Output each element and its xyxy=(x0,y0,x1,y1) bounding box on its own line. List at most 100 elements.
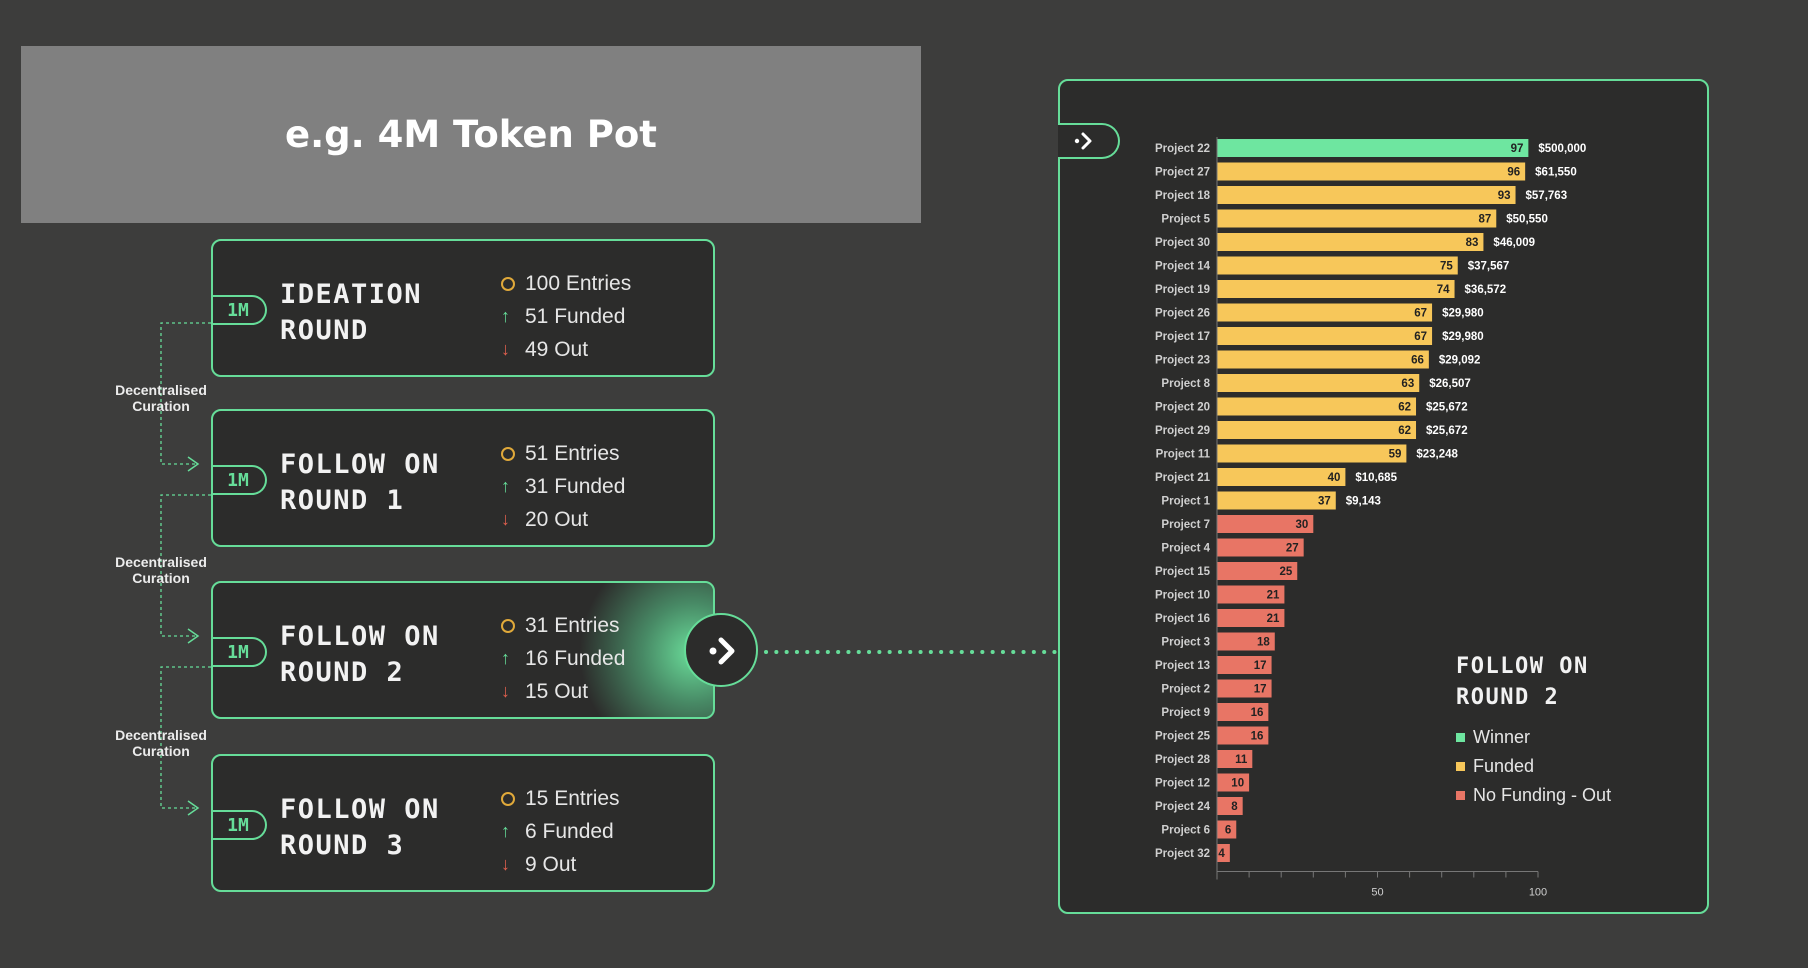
results-bar-chart: Project 22 97 $500,000 Project 27 96 $61,550 P… xyxy=(1155,137,1586,899)
bar xyxy=(1217,609,1285,627)
category-label: Project 19 xyxy=(1155,284,1210,296)
bar-value-label: 62 xyxy=(1398,402,1411,414)
bar xyxy=(1217,162,1526,181)
chart-legend: FOLLOW ON ROUND 2 Winner Funded No Fundi… xyxy=(1456,651,1656,810)
bar-value-label: 67 xyxy=(1414,308,1427,320)
category-label: Project 2 xyxy=(1161,684,1210,696)
bar xyxy=(1217,256,1458,275)
category-label: Project 1 xyxy=(1161,496,1210,508)
bar xyxy=(1217,632,1275,651)
bar-value-label: 63 xyxy=(1401,378,1414,390)
bar-value-label: 18 xyxy=(1257,637,1270,649)
bar xyxy=(1217,726,1269,745)
round-stats: 15 Entries ↑ 6 Funded ↓ 9 Out xyxy=(501,782,620,881)
bar xyxy=(1217,468,1346,486)
token-pot-banner: e.g. 4M Token Pot xyxy=(21,46,921,223)
bar xyxy=(1217,233,1484,251)
legend-title: FOLLOW ON ROUND 2 xyxy=(1456,654,1589,710)
category-label: Project 21 xyxy=(1155,472,1211,484)
category-label: Project 11 xyxy=(1156,449,1211,461)
bar-value-label: 25 xyxy=(1279,566,1292,578)
category-label: Project 24 xyxy=(1155,801,1211,813)
amount-label: $29,980 xyxy=(1442,308,1484,320)
bar-value-label: 21 xyxy=(1267,613,1280,625)
arrowhead-4 xyxy=(187,800,200,816)
round-stats: 31 Entries ↑ 16 Funded ↓ 15 Out xyxy=(501,609,625,708)
legend-item-winner: Winner xyxy=(1456,723,1656,752)
round-title-line2: ROUND 3 xyxy=(280,830,405,861)
bar xyxy=(1217,797,1243,815)
bar-value-label: 4 xyxy=(1218,848,1225,860)
bar xyxy=(1217,209,1497,228)
round-title: FOLLOW ON ROUND 3 xyxy=(280,792,480,864)
round-stats: 100 Entries ↑ 51 Funded ↓ 49 Out xyxy=(501,267,631,366)
arrow-down-icon: ↓ xyxy=(501,681,510,701)
bar xyxy=(1217,820,1237,839)
amount-label: $37,567 xyxy=(1468,261,1510,273)
bar-value-label: 93 xyxy=(1498,190,1511,202)
bar xyxy=(1217,303,1433,322)
amount-label: $57,763 xyxy=(1526,190,1568,202)
x-tick-label: 50 xyxy=(1371,887,1383,899)
amount-label: $50,550 xyxy=(1506,214,1548,226)
curation-label-3: Decentralised Curation xyxy=(115,727,207,759)
bar xyxy=(1217,515,1314,533)
bar-value-label: 87 xyxy=(1478,214,1491,226)
amount-label: $500,000 xyxy=(1538,143,1586,155)
panel-collapse-tab[interactable] xyxy=(1058,123,1120,159)
category-label: Project 20 xyxy=(1155,402,1210,414)
category-label: Project 14 xyxy=(1155,261,1211,273)
amount-label: $36,572 xyxy=(1465,284,1507,296)
bar-value-label: 16 xyxy=(1251,731,1264,743)
arrowhead-2 xyxy=(187,456,200,472)
x-tick-label: 100 xyxy=(1529,887,1547,899)
entries-stat: 31 Entries xyxy=(501,609,625,642)
expand-round-button[interactable] xyxy=(684,613,758,687)
category-label: Project 26 xyxy=(1155,308,1210,320)
amount-label: $29,092 xyxy=(1439,355,1481,367)
bar-value-label: 8 xyxy=(1231,801,1238,813)
round-card-follow-on-2[interactable]: 1M FOLLOW ON ROUND 2 31 Entries ↑ 16 Fund… xyxy=(211,581,715,719)
bar xyxy=(1217,139,1529,157)
round-card-follow-on-3[interactable]: 1M FOLLOW ON ROUND 3 15 Entries ↑ 6 Funde… xyxy=(211,754,715,892)
category-label: Project 13 xyxy=(1155,660,1210,672)
amount-label: $26,507 xyxy=(1429,378,1471,390)
pot-badge: 1M xyxy=(213,637,267,667)
pot-badge: 1M xyxy=(213,810,267,840)
category-label: Project 10 xyxy=(1155,590,1210,602)
token-pot-title: e.g. 4M Token Pot xyxy=(285,113,657,156)
category-label: Project 15 xyxy=(1155,566,1211,578)
bar xyxy=(1217,491,1336,510)
circle-icon xyxy=(501,446,515,461)
bar xyxy=(1217,656,1272,674)
circle-icon xyxy=(501,791,515,806)
bar-value-label: 62 xyxy=(1398,425,1411,437)
funded-stat: ↑ 31 Funded xyxy=(501,474,626,498)
amount-label: $25,672 xyxy=(1426,402,1468,414)
round-title-line2: ROUND xyxy=(280,315,369,346)
category-label: Project 29 xyxy=(1155,425,1210,437)
category-label: Project 9 xyxy=(1161,707,1210,719)
legend-item-out: No Funding - Out xyxy=(1456,781,1656,810)
round-title-line1: FOLLOW ON xyxy=(280,621,440,652)
round-card-ideation[interactable]: 1M IDEATION ROUND 100 Entries ↑ 51 Funded… xyxy=(211,239,715,377)
entries-stat: 100 Entries xyxy=(501,267,631,300)
arrow-up-icon: ↑ xyxy=(501,821,510,841)
round-title: FOLLOW ON ROUND 2 xyxy=(280,619,480,691)
category-label: Project 22 xyxy=(1155,143,1210,155)
bar xyxy=(1217,421,1417,439)
bar xyxy=(1217,350,1429,369)
bar xyxy=(1217,327,1433,345)
amount-label: $61,550 xyxy=(1535,167,1577,179)
category-label: Project 4 xyxy=(1161,543,1210,555)
bar xyxy=(1217,397,1417,416)
amount-label: $23,248 xyxy=(1416,449,1458,461)
category-label: Project 30 xyxy=(1155,237,1210,249)
round-card-follow-on-1[interactable]: 1M FOLLOW ON ROUND 1 51 Entries ↑ 31 Fund… xyxy=(211,409,715,547)
arrow-up-icon: ↑ xyxy=(501,476,510,496)
amount-label: $29,980 xyxy=(1442,331,1484,343)
round-title: FOLLOW ON ROUND 1 xyxy=(280,447,480,519)
category-label: Project 8 xyxy=(1161,378,1210,390)
category-label: Project 16 xyxy=(1155,613,1210,625)
category-label: Project 32 xyxy=(1155,848,1210,860)
